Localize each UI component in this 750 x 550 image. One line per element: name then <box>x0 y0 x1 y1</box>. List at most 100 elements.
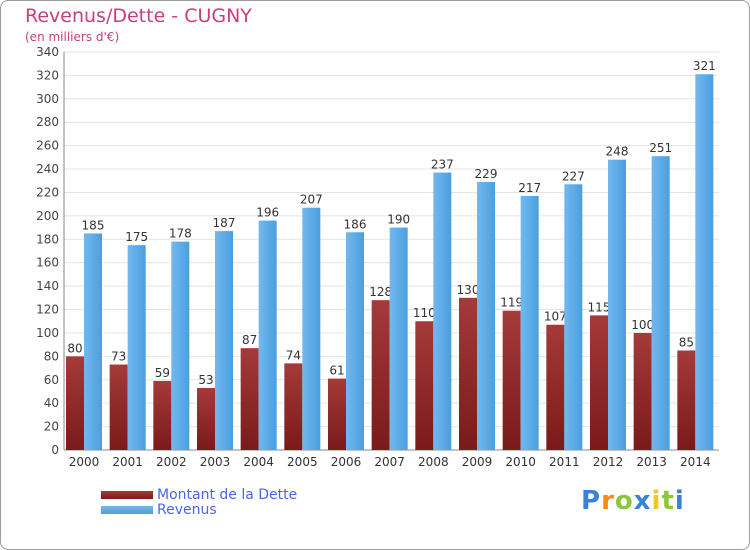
data-label-debt: 119 <box>500 296 523 310</box>
data-label-debt: 80 <box>67 341 82 355</box>
bar-debt <box>284 363 303 450</box>
data-label-debt: 130 <box>457 283 480 297</box>
bar-debt <box>371 300 390 450</box>
y-tick-label: 40 <box>44 396 59 410</box>
y-tick-label: 120 <box>36 303 59 317</box>
y-tick-label: 280 <box>36 115 59 129</box>
bar-revenue <box>695 74 714 450</box>
data-label-debt: 53 <box>198 373 213 387</box>
logo-letter: i <box>674 486 685 516</box>
legend-item-revenue: Revenus <box>101 502 217 518</box>
x-tick-label: 2005 <box>287 455 318 469</box>
y-tick-label: 300 <box>36 92 59 106</box>
data-label-debt: 74 <box>286 348 301 362</box>
data-label-debt: 115 <box>588 300 611 314</box>
y-tick-label: 100 <box>36 326 59 340</box>
x-tick-label: 2010 <box>505 455 536 469</box>
x-tick-label: 2003 <box>200 455 231 469</box>
data-label-revenue: 237 <box>431 158 454 172</box>
bar-revenue <box>608 159 626 450</box>
bar-revenue <box>127 245 146 450</box>
y-tick-label: 80 <box>44 349 59 363</box>
x-tick-label: 2011 <box>549 455 580 469</box>
data-label-debt: 87 <box>242 333 257 347</box>
y-tick-label: 20 <box>44 420 59 434</box>
x-tick-label: 2012 <box>593 455 624 469</box>
y-tick-label: 240 <box>36 162 59 176</box>
chart-subtitle: (en milliers d'€) <box>25 30 120 44</box>
y-tick-label: 340 <box>36 45 59 59</box>
y-tick-label: 220 <box>36 185 59 199</box>
bar-debt <box>633 332 652 450</box>
legend-swatch-revenue <box>101 506 153 514</box>
bar-revenue <box>346 232 364 450</box>
y-tick-label: 200 <box>36 209 59 223</box>
y-tick-label: 60 <box>44 373 59 387</box>
data-label-revenue: 178 <box>169 227 192 241</box>
data-label-revenue: 248 <box>606 145 629 159</box>
data-label-debt: 107 <box>544 310 567 324</box>
logo-letter: o <box>614 486 634 516</box>
bar-debt <box>197 387 215 450</box>
legend-label-debt: Montant de la Dette <box>157 487 298 503</box>
bar-revenue <box>651 156 670 450</box>
data-label-debt: 85 <box>679 336 694 350</box>
legend-swatch-debt <box>101 491 153 499</box>
bar-revenue <box>258 220 277 450</box>
data-label-revenue: 227 <box>562 169 585 183</box>
data-label-revenue: 190 <box>387 213 410 227</box>
logo-letter: t <box>661 486 675 516</box>
data-label-debt: 59 <box>155 366 170 380</box>
data-label-revenue: 321 <box>693 59 716 73</box>
x-tick-label: 2009 <box>462 455 493 469</box>
data-label-debt: 110 <box>413 306 436 320</box>
bar-debt <box>66 356 84 450</box>
legend-item-debt: Montant de la Dette <box>101 487 297 503</box>
bar-debt <box>677 350 696 450</box>
bar-revenue <box>477 181 495 450</box>
bar-debt <box>109 364 128 450</box>
data-label-revenue: 175 <box>125 230 148 244</box>
bar-debt <box>546 324 565 450</box>
y-tick-label: 180 <box>36 232 59 246</box>
data-label-revenue: 217 <box>518 181 541 195</box>
bar-debt <box>415 321 434 450</box>
y-tick-label: 260 <box>36 139 59 153</box>
y-tick-label: 160 <box>36 256 59 270</box>
bar-revenue <box>171 241 190 450</box>
bar-debt <box>153 380 172 450</box>
bar-revenue <box>389 227 408 450</box>
x-tick-label: 2000 <box>69 455 100 469</box>
data-label-revenue: 196 <box>256 206 279 220</box>
bar-debt <box>502 310 521 450</box>
x-tick-label: 2008 <box>418 455 449 469</box>
chart-title: Revenus/Dette - CUGNY <box>25 5 252 27</box>
data-label-revenue: 187 <box>213 216 236 230</box>
data-label-revenue: 229 <box>475 167 498 181</box>
data-label-revenue: 207 <box>300 193 323 207</box>
bar-debt <box>240 348 259 450</box>
x-tick-label: 2001 <box>112 455 143 469</box>
x-tick-label: 2007 <box>374 455 405 469</box>
logo-letter: P <box>581 486 602 516</box>
data-label-debt: 61 <box>329 364 344 378</box>
data-label-debt: 100 <box>631 318 654 332</box>
logo-letter: x <box>633 486 652 516</box>
y-tick-label: 0 <box>51 443 59 457</box>
data-label-debt: 73 <box>111 350 126 364</box>
bar-revenue <box>433 172 452 450</box>
x-tick-label: 2006 <box>331 455 362 469</box>
data-label-debt: 128 <box>369 285 392 299</box>
data-label-revenue: 186 <box>344 217 367 231</box>
bar-revenue <box>84 233 102 450</box>
data-label-revenue: 185 <box>82 218 105 232</box>
y-tick-label: 320 <box>36 68 59 82</box>
x-tick-label: 2013 <box>636 455 667 469</box>
bar-revenue <box>520 195 539 450</box>
bar-debt <box>328 378 346 450</box>
logo-letter: i <box>651 486 662 516</box>
bar-revenue <box>302 207 321 450</box>
proxiti-logo: Proxiti <box>581 486 685 516</box>
bar-debt <box>590 315 608 450</box>
